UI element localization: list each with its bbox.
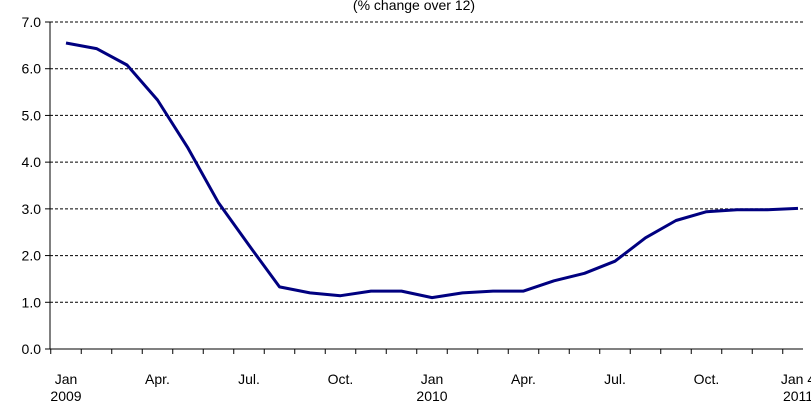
gridlines xyxy=(50,21,803,303)
x-tick-sublabel-4: 2010 xyxy=(416,388,447,404)
x-tick-label-3: Oct. xyxy=(328,371,354,387)
y-tick-label-5: 5.0 xyxy=(22,107,42,123)
x-tick-sublabel-0: 2009 xyxy=(50,388,81,404)
y-tick-label-1: 1.0 xyxy=(22,294,42,310)
x-tick-label-4: Jan xyxy=(421,371,444,387)
y-tick-label-0: 0.0 xyxy=(22,341,42,357)
x-tick-label-8: Jan 4 xyxy=(781,371,811,387)
series-line-0 xyxy=(65,41,799,300)
y-tick-label-6: 6.0 xyxy=(22,61,42,77)
x-tick-label-0: Jan xyxy=(55,371,78,387)
x-tick-label-2: Jul. xyxy=(238,371,260,387)
chart-title: (% change over 12) xyxy=(353,0,475,13)
y-tick-label-2: 2.0 xyxy=(22,248,42,264)
y-tick-label-3: 3.0 xyxy=(22,201,42,217)
x-tick-label-6: Jul. xyxy=(604,371,626,387)
y-tick-labels: 0.0 1.0 2.0 3.0 4.0 5.0 6.0 7.0 xyxy=(22,14,42,357)
x-tick-sublabel-8: 2011 xyxy=(783,388,811,404)
x-tick-label-5: Apr. xyxy=(511,371,536,387)
x-tick-label-7: Oct. xyxy=(694,371,720,387)
series-group xyxy=(65,41,799,300)
axes xyxy=(45,21,803,354)
x-tick-label-1: Apr. xyxy=(145,371,170,387)
y-tick-label-7: 7.0 xyxy=(22,14,42,30)
y-tick-label-4: 4.0 xyxy=(22,154,42,170)
